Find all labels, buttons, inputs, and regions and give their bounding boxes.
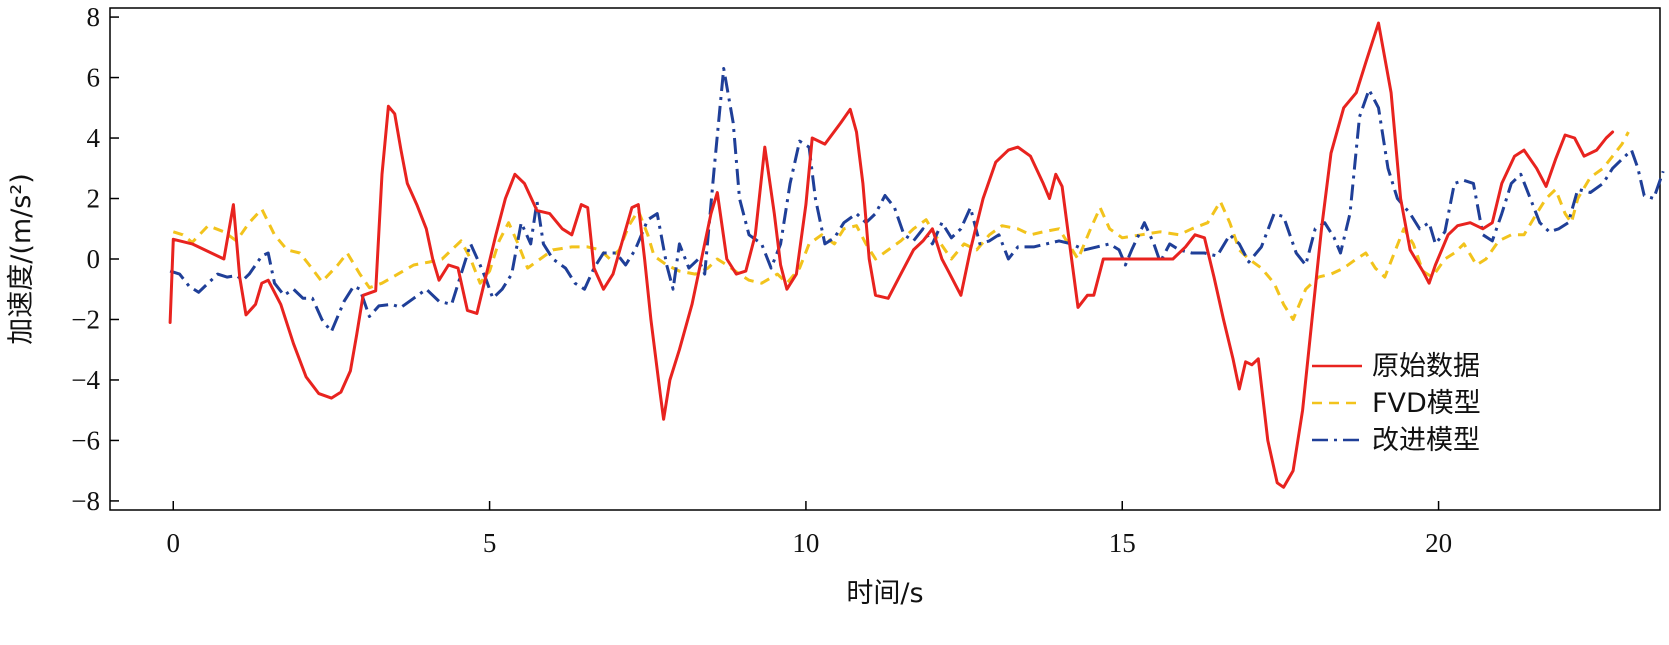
y-tick-label: 8 bbox=[87, 2, 101, 32]
y-tick-label: −6 bbox=[71, 425, 100, 455]
x-tick-label: 0 bbox=[167, 528, 181, 558]
legend-label-0: 原始数据 bbox=[1372, 351, 1480, 382]
x-axis-title: 时间/s bbox=[846, 578, 923, 609]
y-tick-label: −4 bbox=[71, 365, 100, 395]
y-tick-label: 2 bbox=[87, 184, 101, 214]
y-axis-title: 加速度/(m/s²) bbox=[6, 173, 37, 344]
series-line-2 bbox=[169, 67, 1665, 334]
series-line-0 bbox=[168, 21, 1615, 489]
series-line-1 bbox=[172, 131, 1630, 321]
x-tick-label: 10 bbox=[792, 528, 819, 558]
x-tick-label: 5 bbox=[483, 528, 497, 558]
y-tick-label: −8 bbox=[71, 486, 100, 516]
x-tick-label: 20 bbox=[1425, 528, 1452, 558]
y-tick-label: 4 bbox=[87, 123, 101, 153]
y-tick-label: 0 bbox=[87, 244, 101, 274]
legend-label-1: FVD模型 bbox=[1372, 388, 1481, 419]
series-group bbox=[168, 21, 1665, 489]
y-tick-label: −2 bbox=[71, 304, 100, 334]
legend-label-2: 改进模型 bbox=[1372, 425, 1480, 456]
y-tick-label: 6 bbox=[87, 63, 101, 93]
x-tick-label: 15 bbox=[1109, 528, 1136, 558]
axis-ticks: 0 5 10 15 20 −8 −6 −4 −2 0 2 4 6 8 bbox=[71, 2, 1452, 558]
